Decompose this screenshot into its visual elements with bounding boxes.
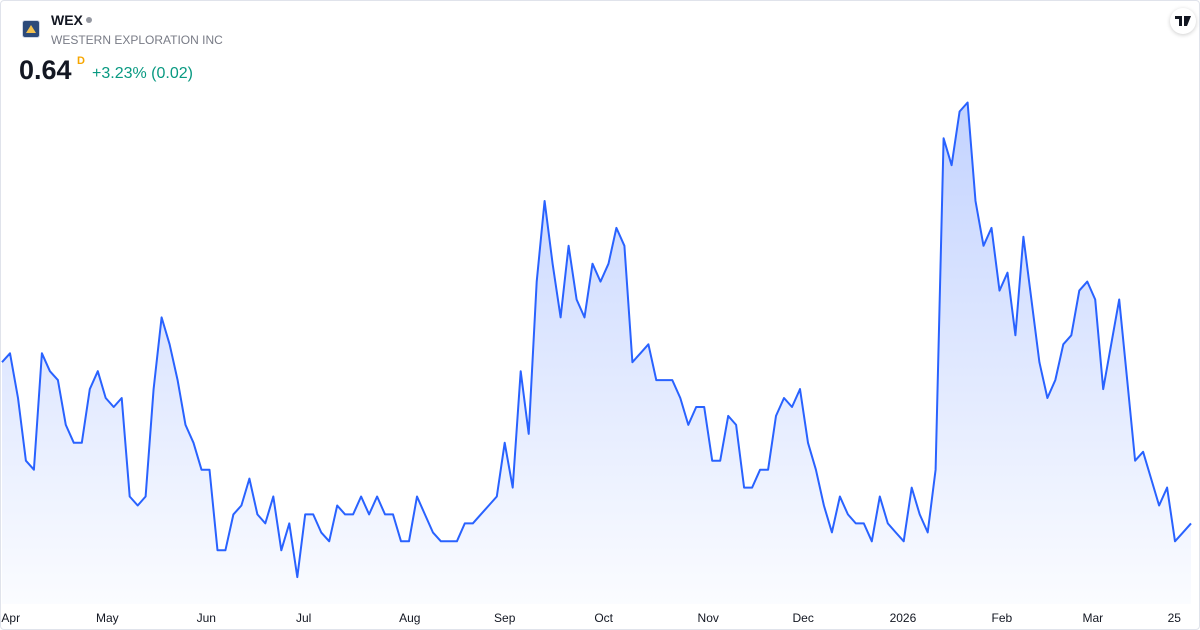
x-tick-label: Jul [296, 611, 311, 625]
price: 0.64 [19, 55, 72, 85]
x-tick-label: 25 [1168, 611, 1182, 625]
x-tick-label: Nov [698, 611, 719, 625]
price-line [1, 101, 1192, 579]
x-tick-label: 2026 [890, 611, 917, 625]
change: +3.23% (0.02) [92, 65, 193, 82]
x-tick-label: Dec [793, 611, 814, 625]
plot: Apr May Jun Jul Aug Sep Oct Nov Dec 2026 Feb Mar 25 [1, 101, 1192, 625]
status-dot [86, 17, 92, 23]
x-tick-label: Sep [494, 611, 516, 625]
symbol: WEX [51, 12, 83, 28]
x-tick-label: May [96, 611, 119, 625]
brand-logo[interactable] [1170, 8, 1196, 34]
x-tick-label: Mar [1083, 611, 1104, 625]
logo [22, 20, 40, 38]
x-tick-label: Feb [992, 611, 1013, 625]
x-tick-label: Jun [197, 611, 216, 625]
x-tick-label: Oct [594, 611, 613, 625]
interval: D [77, 55, 85, 67]
x-tick-label: Apr [1, 611, 20, 625]
x-tick-label: Aug [399, 611, 420, 625]
brand-icon [1175, 16, 1191, 26]
company-name: WESTERN EXPLORATION INC [51, 33, 223, 47]
area-fill [2, 102, 1191, 604]
